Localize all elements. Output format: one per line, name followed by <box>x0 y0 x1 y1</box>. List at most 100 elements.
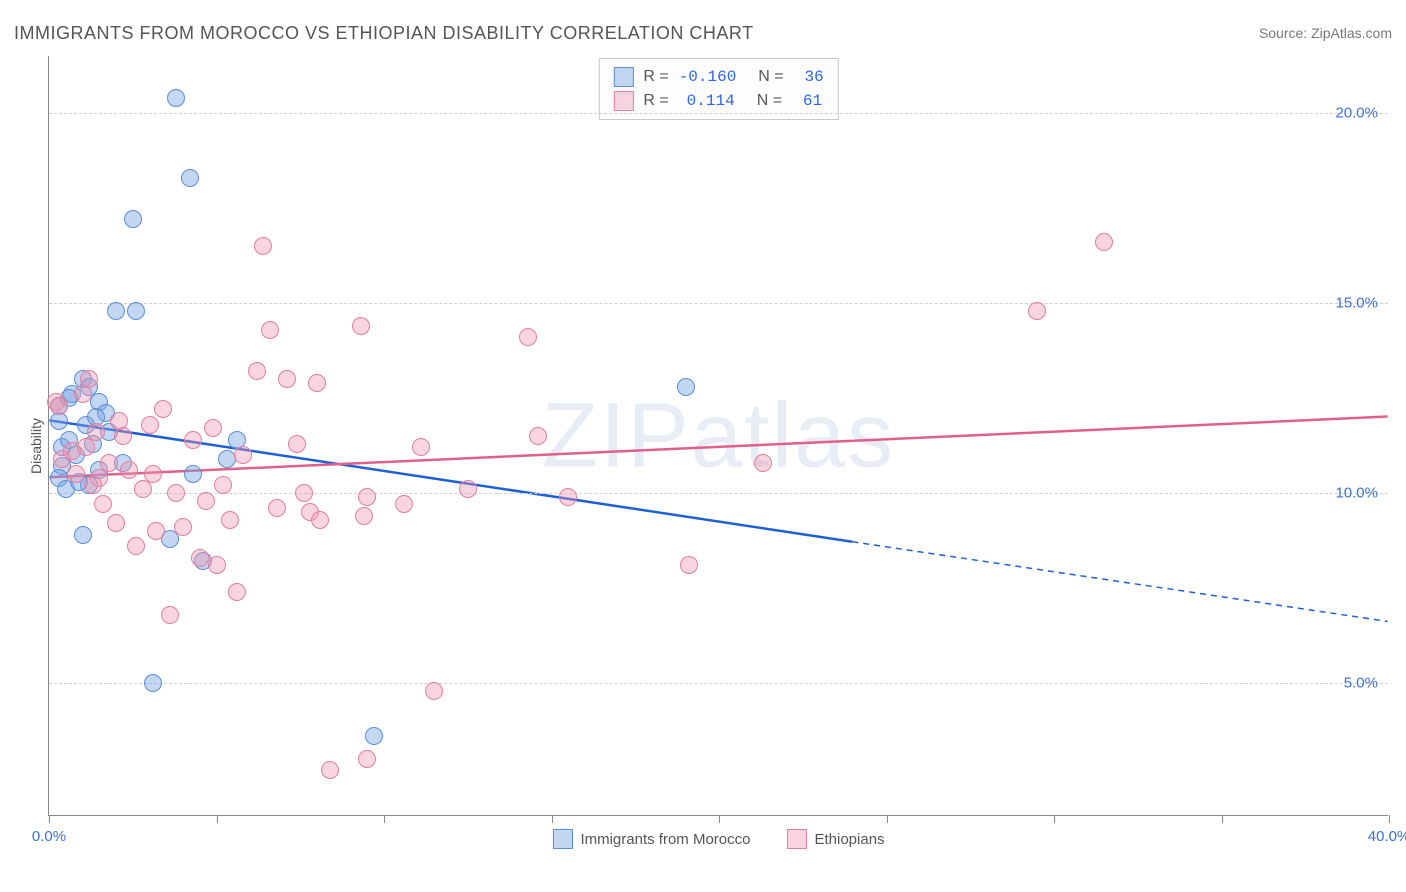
data-point-ethiopians <box>1095 233 1113 251</box>
data-point-ethiopians <box>50 397 68 415</box>
data-point-ethiopians <box>120 461 138 479</box>
data-point-ethiopians <box>355 507 373 525</box>
data-point-ethiopians <box>352 317 370 335</box>
gridline <box>49 683 1388 684</box>
x-tick <box>384 815 385 823</box>
data-point-ethiopians <box>311 511 329 529</box>
correlation-stats-box: R = -0.160 N = 36 R = 0.114 N = 61 <box>598 58 838 120</box>
data-point-ethiopians <box>234 446 252 464</box>
data-point-ethiopians <box>107 514 125 532</box>
data-point-ethiopians <box>208 556 226 574</box>
data-point-ethiopians <box>425 682 443 700</box>
stats-row-morocco: R = -0.160 N = 36 <box>613 65 823 89</box>
data-point-morocco <box>218 450 236 468</box>
legend-swatch <box>786 829 806 849</box>
data-point-ethiopians <box>261 321 279 339</box>
x-tick <box>719 815 720 823</box>
stat-r-value: -0.160 <box>679 65 737 89</box>
stat-n-value: 36 <box>794 65 824 89</box>
data-point-ethiopians <box>110 412 128 430</box>
data-point-ethiopians <box>278 370 296 388</box>
data-point-ethiopians <box>174 518 192 536</box>
chart-header: IMMIGRANTS FROM MOROCCO VS ETHIOPIAN DIS… <box>14 18 1392 48</box>
data-point-ethiopians <box>412 438 430 456</box>
data-point-ethiopians <box>268 499 286 517</box>
data-point-ethiopians <box>248 362 266 380</box>
y-tick-label: 20.0% <box>1335 105 1378 122</box>
stat-r-label: R = <box>643 65 668 89</box>
data-point-ethiopians <box>184 431 202 449</box>
legend-label: Ethiopians <box>814 831 884 848</box>
x-tick <box>887 815 888 823</box>
chart-source: Source: ZipAtlas.com <box>1259 25 1392 41</box>
x-tick <box>1054 815 1055 823</box>
stat-r-label: R = <box>643 89 668 113</box>
data-point-morocco <box>184 465 202 483</box>
x-tick <box>552 815 553 823</box>
gridline <box>49 303 1388 304</box>
data-point-ethiopians <box>395 495 413 513</box>
data-point-ethiopians <box>197 492 215 510</box>
data-point-ethiopians <box>154 400 172 418</box>
x-tick-label: 40.0% <box>1368 828 1406 845</box>
data-point-ethiopians <box>228 583 246 601</box>
data-point-ethiopians <box>754 454 772 472</box>
x-tick <box>1222 815 1223 823</box>
data-point-ethiopians <box>114 427 132 445</box>
data-point-ethiopians <box>308 374 326 392</box>
legend-item-morocco: Immigrants from Morocco <box>552 829 750 849</box>
data-point-morocco <box>167 89 185 107</box>
x-tick <box>217 815 218 823</box>
data-point-ethiopians <box>67 465 85 483</box>
data-point-ethiopians <box>1028 302 1046 320</box>
data-point-ethiopians <box>77 438 95 456</box>
stat-n-label: N = <box>757 89 782 113</box>
data-point-ethiopians <box>144 465 162 483</box>
data-point-ethiopians <box>519 328 537 346</box>
data-point-morocco <box>107 302 125 320</box>
data-point-morocco <box>181 169 199 187</box>
data-point-ethiopians <box>529 427 547 445</box>
stat-n-label: N = <box>758 65 783 89</box>
data-point-ethiopians <box>295 484 313 502</box>
data-point-ethiopians <box>84 476 102 494</box>
gridline <box>49 493 1388 494</box>
data-point-ethiopians <box>87 423 105 441</box>
chart-title: IMMIGRANTS FROM MOROCCO VS ETHIOPIAN DIS… <box>14 23 754 44</box>
y-tick-label: 15.0% <box>1335 295 1378 312</box>
x-tick <box>49 815 50 823</box>
data-point-ethiopians <box>204 419 222 437</box>
data-point-ethiopians <box>221 511 239 529</box>
data-point-ethiopians <box>127 537 145 555</box>
legend-item-ethiopians: Ethiopians <box>786 829 884 849</box>
data-point-ethiopians <box>147 522 165 540</box>
data-point-ethiopians <box>358 750 376 768</box>
data-point-ethiopians <box>80 370 98 388</box>
x-tick-label: 0.0% <box>32 828 66 845</box>
data-point-ethiopians <box>680 556 698 574</box>
watermark: ZIPatlas <box>542 383 895 488</box>
data-point-morocco <box>127 302 145 320</box>
data-point-ethiopians <box>288 435 306 453</box>
trend-lines <box>49 56 1388 815</box>
data-point-ethiopians <box>100 454 118 472</box>
legend-swatch <box>552 829 572 849</box>
data-point-morocco <box>124 210 142 228</box>
data-point-morocco <box>677 378 695 396</box>
data-point-morocco <box>365 727 383 745</box>
data-point-ethiopians <box>214 476 232 494</box>
data-point-ethiopians <box>254 237 272 255</box>
gridline <box>49 113 1388 114</box>
stat-n-value: 61 <box>792 89 822 113</box>
series-legend: Immigrants from Morocco Ethiopians <box>552 829 884 849</box>
legend-swatch <box>613 91 633 111</box>
legend-label: Immigrants from Morocco <box>580 831 750 848</box>
stat-r-value: 0.114 <box>679 89 735 113</box>
scatter-plot: ZIPatlas R =-0.160N =36R =0.114N =61 Imm… <box>48 56 1388 816</box>
data-point-ethiopians <box>167 484 185 502</box>
data-point-ethiopians <box>321 761 339 779</box>
data-point-ethiopians <box>358 488 376 506</box>
x-tick <box>1389 815 1390 823</box>
data-point-ethiopians <box>94 495 112 513</box>
data-point-ethiopians <box>191 549 209 567</box>
